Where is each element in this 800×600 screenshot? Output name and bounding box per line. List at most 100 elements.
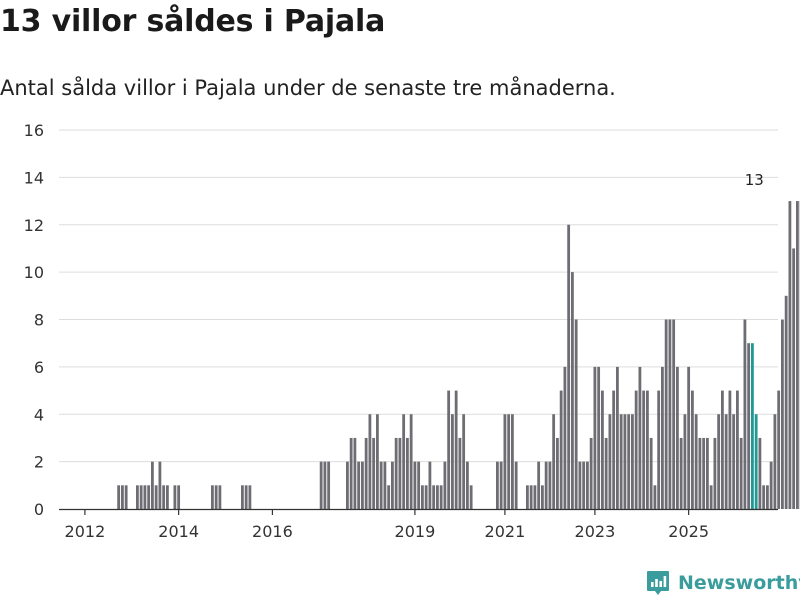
bar [507,414,511,509]
bar [702,437,706,509]
bar [439,485,443,509]
bar [743,319,747,509]
y-tick-label: 12 [24,216,44,235]
bar [319,461,323,510]
bar [241,485,244,509]
newsworthy-logo-icon [647,571,669,595]
bar-series [117,201,800,510]
bar [541,485,544,509]
bar [136,485,139,509]
bar [713,437,717,509]
bar [454,390,458,509]
bar [383,461,387,510]
bar [717,414,721,509]
bar [462,414,466,509]
bar [244,485,248,509]
bar [364,437,368,509]
bar [657,390,661,509]
bar [661,366,664,510]
bar [676,366,679,510]
bar [376,414,379,509]
bar [608,414,612,509]
bar [147,485,151,509]
bar [781,319,784,509]
bar [428,461,432,510]
bar [762,485,766,509]
bar [357,461,361,510]
bar [154,485,158,509]
x-tick-label: 2021 [485,522,526,541]
bar [668,319,672,509]
bar [732,414,736,509]
bar [766,485,769,509]
bar [421,485,424,509]
bar [616,366,619,510]
bar [372,437,376,509]
bar [612,390,616,509]
bar [124,485,128,509]
bar [642,390,646,509]
bar [394,437,398,509]
bar [706,437,709,509]
bar [687,366,691,510]
bar [758,437,762,509]
bar [368,414,372,509]
bar [349,437,353,509]
bar [139,485,143,509]
bar [514,461,518,510]
y-tick-label: 0 [34,500,44,519]
bar [556,437,559,509]
bar [597,366,601,510]
bar [458,437,462,509]
bar [649,437,653,509]
bar [694,414,698,509]
bar [586,461,589,510]
y-tick-label: 4 [34,405,44,424]
bar [248,485,252,509]
bar [627,414,631,509]
bar [151,461,154,510]
bar [619,414,623,509]
bar [646,390,649,509]
data-label: 13 [745,171,764,189]
bar [398,437,402,509]
axis-labels: 0 2 4 6 8 10 12 14 16 2012 2014 2016 2019 2021 2023 202… [24,121,764,541]
bar [638,366,642,510]
bar [413,461,417,510]
bar [117,485,121,509]
bar [683,414,687,509]
bar [574,319,578,509]
bar [387,485,391,509]
bar [623,414,627,509]
bar [432,485,436,509]
bar [784,295,788,509]
bar [548,461,552,510]
y-tick-label: 2 [34,453,44,472]
bar [346,461,349,510]
x-tick-label: 2025 [668,522,709,541]
bar [601,390,604,509]
y-tick-label: 16 [24,121,44,140]
bar [166,485,169,509]
x-tick-label: 2023 [575,522,616,541]
bar [379,461,383,510]
bar [634,390,638,509]
bar [173,485,177,509]
bar [698,437,702,509]
bar [631,414,634,509]
bar [571,272,574,510]
axes [59,508,778,515]
x-tick-label: 2014 [158,522,199,541]
bar [672,319,676,509]
bar [589,437,593,509]
bar [578,461,582,510]
bar [511,414,514,509]
y-tick-label: 8 [34,311,44,330]
chart-subtitle: Antal sålda villor i Pajala under de sen… [0,76,616,100]
x-tick-label: 2016 [252,522,293,541]
bar [533,485,537,509]
x-tick-label: 2019 [395,522,436,541]
brand-name: Newsworthy [678,572,800,594]
bar [391,461,394,510]
bar [721,390,724,509]
